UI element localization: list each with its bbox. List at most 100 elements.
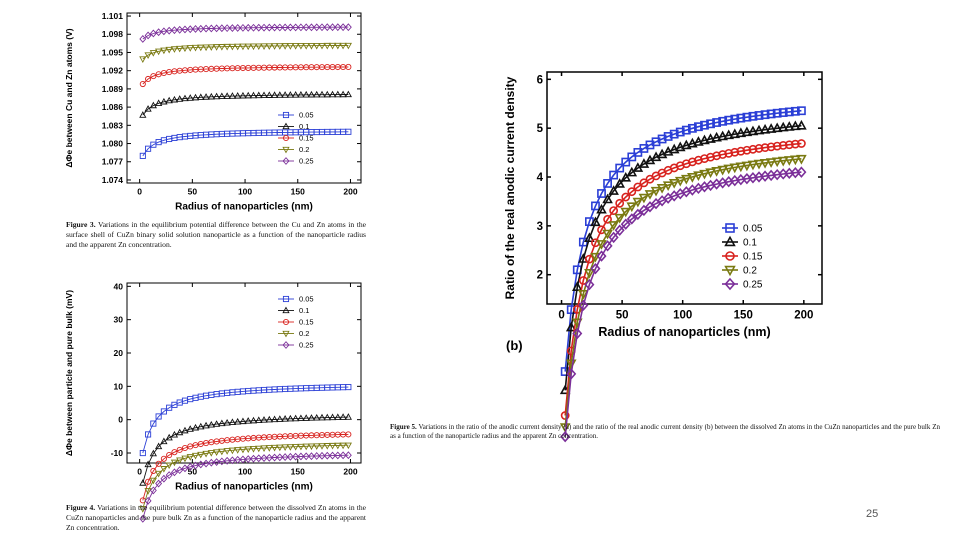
series-0.05	[139, 128, 352, 159]
data-point	[186, 454, 194, 461]
legend-marker	[282, 134, 290, 142]
data-point	[286, 23, 294, 32]
data-point	[790, 139, 800, 149]
legend-item: 0.05	[278, 111, 314, 120]
data-point	[286, 452, 294, 461]
series-line	[142, 94, 349, 116]
data-point	[748, 144, 758, 154]
data-point	[186, 25, 194, 34]
legend-label: 0.25	[743, 280, 763, 291]
data-point	[281, 444, 289, 451]
y-tick-label: 0	[118, 415, 123, 425]
data-point	[139, 111, 147, 118]
data-point	[323, 451, 331, 460]
data-point	[621, 157, 631, 167]
x-tick-label: 200	[343, 467, 357, 477]
data-point	[276, 415, 284, 422]
legend-item: 0.05	[722, 223, 763, 235]
data-point	[265, 415, 273, 423]
data-point	[313, 23, 321, 32]
data-point	[223, 456, 231, 465]
y-tick-label: 1.083	[102, 120, 124, 130]
data-point	[334, 23, 342, 32]
data-point	[297, 43, 305, 50]
legend-item: 0.25	[278, 157, 314, 166]
data-point	[270, 43, 279, 50]
data-point	[292, 91, 300, 98]
data-point	[244, 23, 252, 32]
data-point	[181, 464, 189, 473]
data-point	[602, 193, 613, 204]
data-point	[609, 170, 619, 180]
data-point	[170, 459, 179, 467]
data-point	[155, 413, 162, 420]
data-point	[608, 221, 619, 231]
data-point	[239, 23, 247, 32]
data-point	[176, 446, 183, 453]
data-point	[323, 443, 331, 450]
series-0.1	[139, 413, 352, 486]
data-point	[260, 91, 268, 99]
data-point	[609, 206, 619, 216]
data-point	[239, 455, 247, 464]
figure-5b-chart: 0 50 100 150 200 2 3 4 5 6 Radius of nanoparticles…	[503, 71, 823, 443]
data-point	[328, 442, 337, 450]
data-point	[176, 25, 184, 34]
data-point	[591, 201, 600, 211]
data-point	[318, 443, 326, 450]
data-point	[608, 185, 619, 195]
y-tick-label: 4	[537, 172, 544, 184]
data-point	[797, 139, 806, 148]
data-point	[165, 26, 173, 35]
x-tick-label: 50	[188, 187, 198, 197]
data-point	[584, 232, 595, 243]
data-point	[729, 128, 741, 139]
data-point	[165, 471, 173, 480]
data-point	[597, 189, 606, 198]
data-point	[778, 108, 788, 117]
data-point	[318, 451, 326, 460]
data-point	[286, 91, 294, 98]
data-point	[765, 123, 777, 133]
data-point	[176, 466, 184, 475]
data-point	[176, 457, 184, 465]
data-point	[149, 101, 157, 109]
data-point	[736, 113, 746, 123]
data-point	[255, 454, 263, 463]
data-point	[693, 136, 704, 146]
data-point	[345, 63, 352, 71]
data-point	[144, 460, 152, 468]
data-point	[160, 47, 168, 55]
series-0.15	[560, 139, 806, 420]
data-point	[308, 23, 315, 32]
legend-label: 0.15	[299, 318, 314, 327]
data-point	[165, 96, 173, 104]
legend-label: 0.15	[299, 134, 314, 143]
panel-label: (b)	[506, 338, 523, 353]
x-tick-label: 100	[238, 467, 252, 477]
data-point	[186, 94, 194, 101]
data-point	[675, 127, 685, 137]
data-point	[668, 179, 680, 189]
data-point	[239, 43, 247, 51]
data-point	[681, 139, 692, 150]
data-point	[176, 45, 184, 53]
data-point	[155, 28, 163, 37]
data-point	[765, 158, 777, 168]
data-point	[297, 443, 305, 451]
data-point	[328, 90, 337, 98]
data-point	[202, 459, 210, 468]
data-point	[344, 442, 352, 450]
data-point	[615, 163, 625, 173]
x-tick-label: 0	[137, 467, 142, 477]
y-tick-label: 2	[537, 270, 543, 282]
data-point	[145, 75, 152, 83]
data-point	[687, 137, 698, 148]
data-point	[144, 496, 152, 505]
data-point	[155, 48, 163, 56]
data-point	[323, 23, 331, 32]
data-point	[560, 430, 571, 443]
data-point	[255, 23, 263, 32]
data-point	[281, 453, 289, 461]
data-point	[270, 91, 279, 98]
